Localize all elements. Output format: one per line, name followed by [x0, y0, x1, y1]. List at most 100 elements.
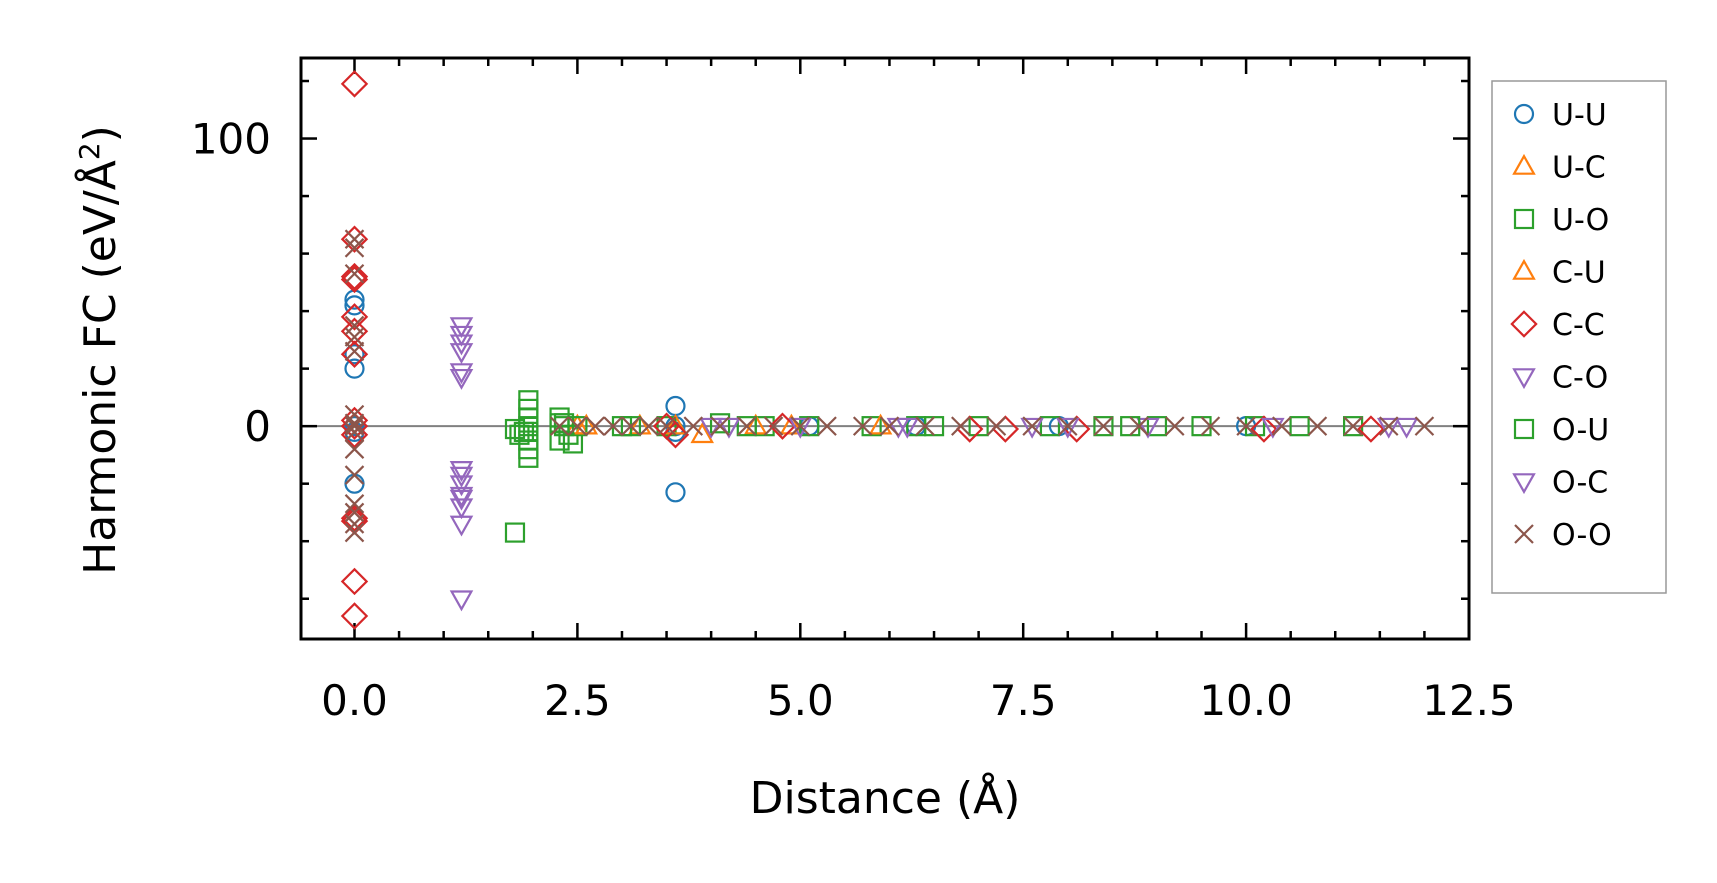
legend-label-c-o: C-O: [1552, 361, 1608, 396]
y-tick-label: 100: [191, 115, 271, 164]
point-c-c: [340, 70, 369, 98]
point-o-o: [344, 238, 365, 258]
point-o-o: [683, 416, 704, 436]
point-c-c: [340, 567, 369, 596]
point-c-c: [340, 602, 369, 630]
legend-label-c-u: C-U: [1552, 256, 1606, 291]
point-u-o: [1039, 416, 1061, 437]
point-o-o: [638, 416, 659, 436]
point-o-o: [344, 413, 365, 434]
point-o-o: [344, 263, 365, 284]
point-u-o: [968, 416, 989, 437]
point-o-o: [1093, 416, 1114, 436]
point-u-c: [779, 413, 804, 435]
point-u-o: [1146, 416, 1168, 437]
point-o-o: [344, 522, 365, 543]
point-u-u: [344, 295, 365, 316]
legend-marker-u-o: [1513, 208, 1535, 230]
point-c-c: [340, 225, 369, 253]
point-c-o: [449, 475, 474, 497]
x-tick-label: 5.0: [767, 676, 834, 725]
x-tick-label: 12.5: [1422, 676, 1516, 725]
point-o-u: [736, 416, 757, 437]
legend-marker-c-o: [1512, 368, 1536, 390]
point-o-o: [986, 416, 1007, 436]
legend-marker-c-c: [1510, 310, 1538, 338]
x-tick-label: 2.5: [544, 676, 611, 725]
legend-marker-c-u: [1512, 258, 1536, 280]
point-o-c: [895, 417, 920, 439]
point-u-o: [1289, 416, 1310, 437]
legend-box: [1491, 80, 1667, 594]
point-c-o: [1261, 417, 1285, 439]
point-u-o: [709, 413, 731, 434]
point-o-o: [344, 416, 365, 436]
point-u-u: [344, 473, 365, 494]
point-c-c: [340, 340, 369, 368]
x-tick-label: 7.5: [990, 676, 1057, 725]
point-u-u: [665, 395, 686, 417]
point-o-o: [603, 416, 623, 436]
point-o-o: [1343, 416, 1363, 436]
point-o-o: [1414, 416, 1435, 436]
x-tick-label: 0.0: [321, 676, 388, 725]
point-o-u: [549, 413, 570, 434]
y-axis-label: Harmonic FC (eV/Å2): [73, 125, 126, 575]
point-c-o: [449, 343, 474, 364]
point-o-o: [852, 416, 873, 436]
point-o-o: [1378, 416, 1399, 436]
point-c-o: [449, 363, 474, 385]
legend-label-o-u: O-U: [1552, 413, 1609, 448]
legend-marker-o-c: [1512, 473, 1536, 495]
point-o-o: [951, 416, 971, 436]
point-o-o: [621, 416, 641, 436]
point-c-o: [1136, 417, 1160, 439]
point-o-o: [1307, 416, 1328, 436]
point-o-o: [710, 416, 730, 436]
data-points: [340, 70, 1435, 630]
point-o-o: [763, 416, 784, 436]
point-c-o: [1376, 417, 1401, 439]
legend-marker-u-c: [1512, 153, 1536, 175]
point-o-o: [915, 416, 935, 436]
point-o-o: [344, 514, 365, 534]
legend-label-u-c: U-C: [1552, 151, 1606, 186]
point-o-u: [620, 416, 641, 437]
point-c-o: [1020, 417, 1044, 439]
legend-label-c-c: C-C: [1552, 308, 1605, 343]
point-o-o: [344, 327, 365, 347]
legend-marker-o-u: [1513, 418, 1535, 440]
point-u-o: [504, 522, 526, 543]
point-o-c: [449, 486, 474, 508]
point-c-o: [699, 417, 723, 439]
point-o-c: [1055, 417, 1080, 439]
legend-label-o-o: O-O: [1552, 518, 1612, 553]
legend-marker-u-u: [1513, 103, 1535, 125]
point-o-o: [737, 416, 757, 436]
y-axis-label-superscript: 2: [73, 142, 106, 160]
point-c-c: [340, 504, 369, 532]
point-o-o: [344, 422, 365, 442]
point-o-o: [344, 229, 365, 249]
point-o-o: [656, 416, 677, 436]
point-o-c: [717, 417, 741, 439]
y-axis-label-close: ): [75, 125, 126, 142]
x-axis-label: Distance (Å): [750, 771, 1021, 824]
point-c-o: [449, 498, 474, 520]
point-o-c: [1394, 417, 1419, 439]
point-u-c: [690, 422, 715, 444]
point-o-o: [567, 416, 588, 436]
point-c-c: [340, 265, 369, 294]
point-u-o: [656, 416, 677, 437]
point-o-o: [817, 416, 837, 436]
point-u-o: [1093, 416, 1114, 437]
x-tick-label: 10.0: [1199, 676, 1293, 725]
tick-labels: 0.0 2.5 5.0 7.5 10.0 12.5 0 100: [191, 115, 1516, 725]
point-o-o: [549, 416, 570, 436]
point-u-u: [344, 358, 365, 379]
point-c-c: [768, 412, 797, 440]
point-o-o: [790, 416, 811, 436]
legend-label-u-u: U-U: [1552, 98, 1607, 133]
y-axis-label-main: Harmonic FC (eV/Å: [73, 160, 126, 575]
point-o-o: [1058, 416, 1078, 436]
